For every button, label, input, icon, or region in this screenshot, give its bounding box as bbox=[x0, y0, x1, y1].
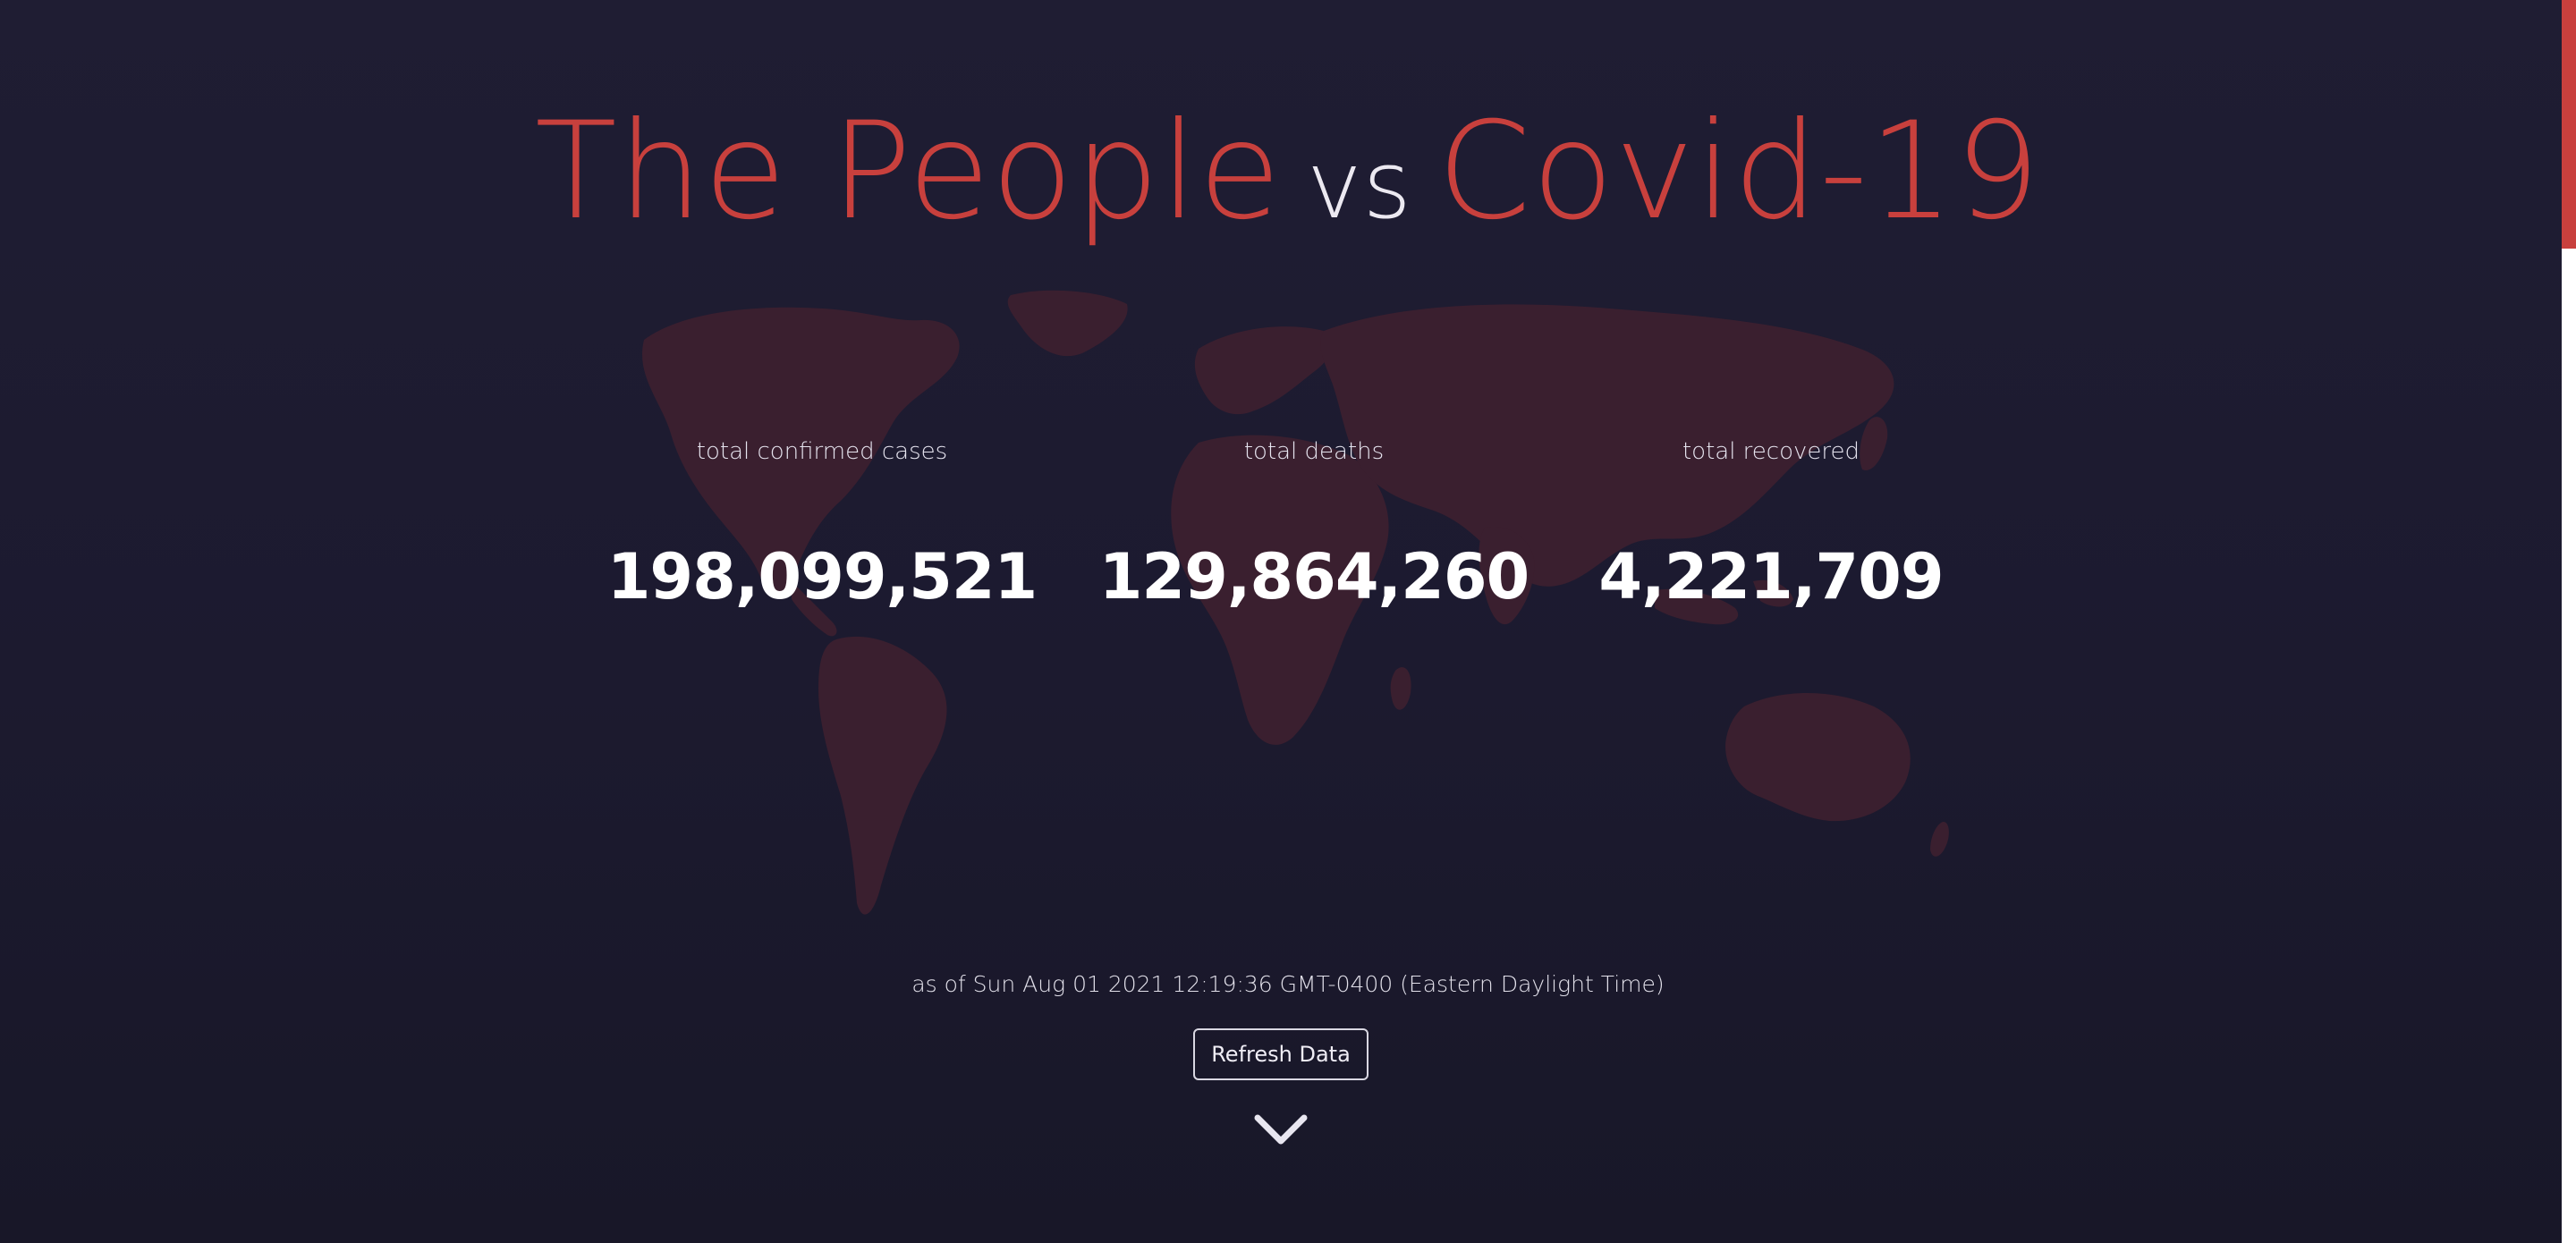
page-title: The People vs Covid-19 bbox=[0, 98, 2576, 246]
stat-value: 4,221,709 bbox=[1598, 540, 1944, 613]
stat-label: total confirmed cases bbox=[696, 438, 948, 465]
refresh-data-button[interactable]: Refresh Data bbox=[1193, 1028, 1368, 1080]
stat-value: 129,864,260 bbox=[1098, 540, 1530, 613]
chevron-down-icon[interactable] bbox=[1252, 1109, 1309, 1154]
stat-deaths: total deaths 129,864,260 bbox=[1063, 438, 1564, 613]
stat-label: total deaths bbox=[1243, 438, 1385, 465]
world-map-icon bbox=[641, 290, 1949, 915]
stat-confirmed-cases: total confirmed cases 198,099,521 bbox=[572, 438, 1072, 613]
scrollbar[interactable] bbox=[2562, 0, 2576, 1243]
scrollbar-thumb[interactable] bbox=[2562, 0, 2576, 249]
as-of-timestamp: as of Sun Aug 01 2021 12:19:36 GMT-0400 … bbox=[911, 971, 1665, 997]
title-part-people: The People bbox=[535, 94, 1283, 249]
title-part-covid: Covid-19 bbox=[1436, 94, 2041, 249]
title-vs: vs bbox=[1307, 131, 1412, 240]
stat-label: total recovered bbox=[1682, 438, 1860, 465]
stat-recovered: total recovered 4,221,709 bbox=[1521, 438, 2021, 613]
stat-value: 198,099,521 bbox=[606, 540, 1038, 613]
